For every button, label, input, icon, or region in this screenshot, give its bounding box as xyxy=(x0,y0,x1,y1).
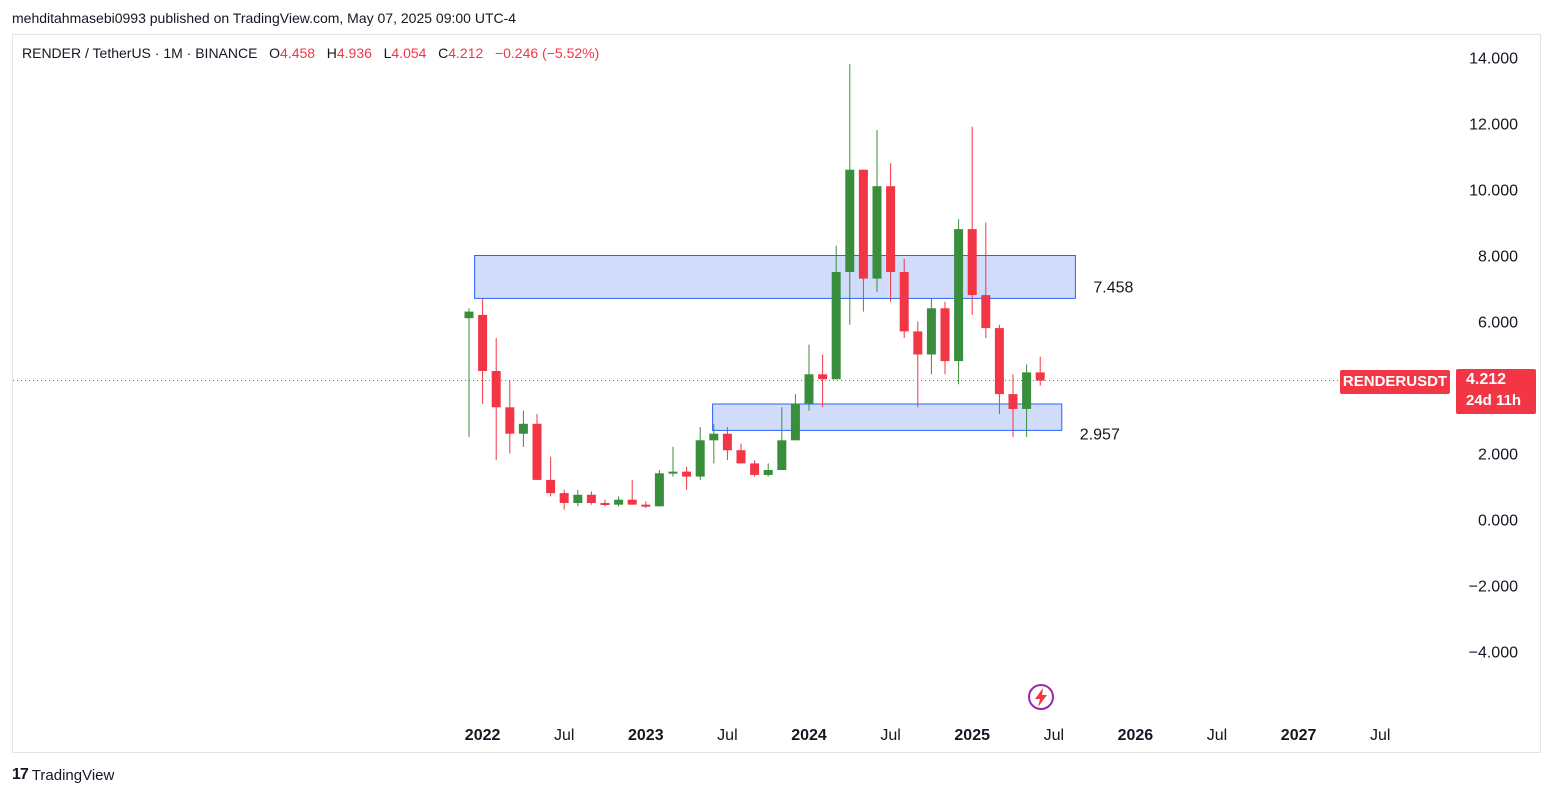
x-tick-label: Jul xyxy=(880,727,900,744)
candle-body xyxy=(695,440,705,477)
chart-legend: RENDER / TetherUS · 1M · BINANCE O4.458 … xyxy=(22,45,599,61)
candle-body xyxy=(586,494,596,503)
zone-label-1: 7.458 xyxy=(1093,279,1133,296)
y-tick-label: 12.000 xyxy=(1469,117,1518,134)
publisher-line: mehditahmasebi0993 published on TradingV… xyxy=(12,10,517,26)
candle-body xyxy=(1035,372,1045,381)
candle-body xyxy=(763,470,773,475)
candle-body xyxy=(709,433,719,441)
candle-body xyxy=(546,479,556,494)
footer-brand: 17 TradingView xyxy=(12,766,114,784)
x-tick-label: Jul xyxy=(1207,727,1227,744)
candle-body xyxy=(981,295,991,329)
candle-body xyxy=(872,186,882,279)
y-tick-label: 6.000 xyxy=(1478,315,1518,332)
candle-body xyxy=(614,499,624,505)
zone-box-2[interactable] xyxy=(712,403,1063,431)
x-tick-label: 2023 xyxy=(628,727,664,744)
symbol-price-tag: RENDERUSDT xyxy=(1340,370,1450,394)
y-tick-label: 8.000 xyxy=(1478,249,1518,266)
candle-body xyxy=(654,473,664,507)
candle-body xyxy=(926,308,936,355)
x-tick-label: Jul xyxy=(1370,727,1390,744)
candle-body xyxy=(790,404,800,441)
high-label: H xyxy=(326,45,337,61)
candle-body xyxy=(722,433,732,451)
open-label: O xyxy=(269,45,281,61)
x-tick-label: 2025 xyxy=(954,727,990,744)
candle-body xyxy=(478,314,488,371)
candle-body xyxy=(668,471,678,474)
candle-body xyxy=(573,494,583,503)
candle-body xyxy=(994,328,1004,395)
y-tick-label: −2.000 xyxy=(1469,579,1518,596)
candle-body xyxy=(736,450,746,464)
candle-body xyxy=(532,423,542,480)
candle-body xyxy=(818,374,828,380)
x-tick-label: Jul xyxy=(717,727,737,744)
close-label: C xyxy=(438,45,449,61)
candle-body xyxy=(750,463,760,475)
x-tick-label: 2026 xyxy=(1118,727,1154,744)
candle-body xyxy=(1008,394,1018,409)
y-tick-label: 0.000 xyxy=(1478,513,1518,530)
candle-body xyxy=(682,471,692,477)
candle-body xyxy=(464,311,474,319)
y-tick-label: 10.000 xyxy=(1469,183,1518,200)
candle-body xyxy=(804,374,814,404)
candle-body xyxy=(627,499,637,505)
zone-box-1[interactable] xyxy=(474,255,1076,299)
candle-body xyxy=(886,186,896,272)
close-value: 4.212 xyxy=(448,45,484,61)
low-value: 4.054 xyxy=(391,45,427,61)
open-value: 4.458 xyxy=(280,45,316,61)
candle-body xyxy=(559,493,569,503)
candle-body xyxy=(641,504,651,507)
x-tick-label: 2024 xyxy=(791,727,827,744)
x-tick-label: 2022 xyxy=(465,727,501,744)
candle-body xyxy=(831,272,841,380)
candle-body xyxy=(940,308,950,362)
change-value: −0.246 (−5.52%) xyxy=(494,45,600,61)
high-value: 4.936 xyxy=(336,45,372,61)
candle-body xyxy=(899,272,909,332)
last-price-box: 4.212 24d 11h xyxy=(1456,369,1536,414)
candle-body xyxy=(1022,372,1032,409)
footer-brand-name: TradingView xyxy=(31,766,115,784)
candle-body xyxy=(491,371,501,408)
x-tick-label: Jul xyxy=(554,727,574,744)
candle-body xyxy=(913,331,923,355)
candle-body xyxy=(845,169,855,272)
zone-label-2: 2.957 xyxy=(1080,426,1120,443)
bar-countdown: 24d 11h xyxy=(1466,392,1522,409)
low-label: L xyxy=(383,45,392,61)
candle-body xyxy=(505,407,515,434)
last-price-value: 4.212 xyxy=(1466,371,1507,388)
x-tick-label: Jul xyxy=(1044,727,1064,744)
candle-body xyxy=(967,229,977,296)
candle-body xyxy=(858,169,868,279)
tradingview-logo-icon: 17 xyxy=(12,766,29,783)
y-tick-label: 2.000 xyxy=(1478,447,1518,464)
x-tick-label: 2027 xyxy=(1281,727,1317,744)
symbol-line: RENDER / TetherUS · 1M · BINANCE xyxy=(22,45,258,61)
candle-body xyxy=(600,503,610,505)
y-tick-label: 14.000 xyxy=(1469,51,1518,68)
lightning-icon[interactable] xyxy=(1028,684,1054,710)
chart-frame xyxy=(12,34,1541,753)
candle-body xyxy=(954,229,964,362)
y-tick-label: −4.000 xyxy=(1469,645,1518,662)
candle-body xyxy=(518,423,528,434)
candle-body xyxy=(777,440,787,470)
